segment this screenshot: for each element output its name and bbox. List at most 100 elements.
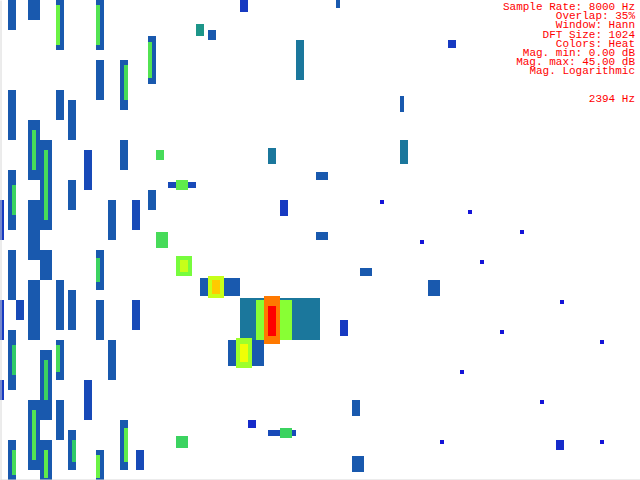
cell [68, 430, 76, 470]
cell [248, 420, 256, 428]
cell [316, 172, 328, 180]
cell [96, 0, 104, 50]
cell [264, 296, 280, 344]
cell [148, 190, 156, 210]
cell [28, 120, 40, 180]
cell [40, 140, 52, 230]
annotation: Mag. Logarithmic [529, 65, 635, 77]
cell [8, 90, 16, 140]
cell [32, 130, 36, 170]
cell [176, 436, 188, 448]
cell [8, 170, 16, 230]
cell [56, 400, 64, 440]
cell [124, 65, 128, 100]
cell [136, 450, 144, 470]
cell [200, 278, 240, 296]
cell [420, 240, 424, 244]
cell [44, 360, 48, 400]
cell [176, 256, 192, 276]
cell [352, 400, 360, 416]
cell [120, 420, 128, 470]
cell [500, 330, 504, 334]
cell [12, 450, 16, 475]
cell [240, 344, 248, 362]
cell [400, 96, 404, 112]
cell [268, 148, 276, 164]
cell [68, 100, 76, 140]
cell [28, 0, 40, 20]
cell [428, 280, 440, 296]
cell [280, 200, 288, 216]
cell [96, 450, 104, 480]
cell [96, 250, 104, 290]
cell [120, 60, 128, 110]
cell [256, 300, 292, 340]
cell [480, 260, 484, 264]
cell [468, 210, 472, 214]
cell [360, 268, 372, 276]
cell [156, 232, 168, 248]
cell [40, 350, 52, 420]
cell [156, 150, 164, 160]
cell [316, 232, 328, 240]
y-axis [1, 1, 2, 480]
cell [40, 250, 52, 280]
cell [56, 280, 64, 330]
cell [28, 280, 40, 340]
axis-line [1, 1, 2, 480]
cell [56, 90, 64, 120]
cell [96, 300, 104, 340]
cell [40, 440, 52, 480]
cell [208, 30, 216, 40]
cell [148, 36, 156, 84]
cell [56, 0, 64, 50]
cell [72, 440, 76, 462]
cell [176, 180, 188, 190]
cell [96, 455, 100, 478]
cell [96, 5, 100, 45]
cell [600, 340, 604, 344]
cell [540, 400, 544, 404]
cell [84, 380, 92, 420]
cell [132, 200, 140, 230]
cell [96, 60, 104, 100]
cell [268, 306, 276, 336]
annotations: Sample Rate: 8000 HzOverlap: 35%Window: … [503, 1, 635, 105]
cell [352, 456, 364, 472]
cell [8, 440, 16, 480]
cell [336, 0, 340, 8]
cell [240, 0, 248, 12]
cell [96, 258, 100, 282]
cell [12, 185, 16, 215]
cell [108, 200, 116, 240]
cell [84, 150, 92, 190]
cell [28, 200, 40, 260]
cell [56, 5, 60, 45]
cell [56, 345, 60, 372]
annotation: 2394 Hz [589, 93, 635, 105]
cell [8, 330, 16, 390]
cell [28, 400, 40, 470]
cell [556, 440, 564, 450]
cell [208, 276, 224, 298]
cell [196, 24, 204, 36]
spectrogram: Sample Rate: 8000 HzOverlap: 35%Window: … [0, 0, 640, 480]
cell [180, 260, 188, 272]
cell [68, 180, 76, 210]
cell [560, 300, 564, 304]
cell [44, 150, 48, 220]
cell [8, 250, 16, 300]
cell [600, 440, 604, 444]
cell [68, 290, 76, 330]
cell [460, 370, 464, 374]
cell [12, 345, 16, 375]
cell [120, 140, 128, 170]
cell [296, 40, 304, 80]
cell [56, 340, 64, 380]
cell [380, 200, 384, 204]
cell [148, 42, 152, 78]
cell [108, 340, 116, 380]
cell [236, 338, 252, 368]
cell [212, 280, 220, 294]
cell [448, 40, 456, 48]
